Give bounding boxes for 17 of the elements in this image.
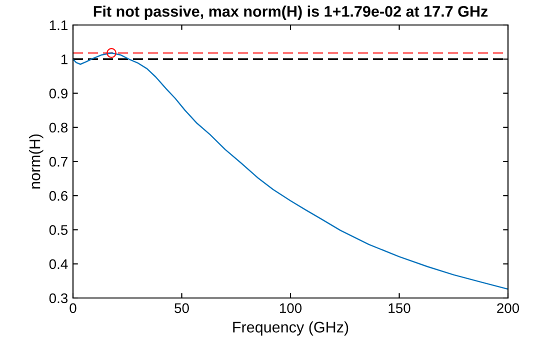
x-tick-label: 200 xyxy=(497,303,520,314)
y-tick-label: 1.1 xyxy=(50,20,68,30)
x-tick-label: 0 xyxy=(70,303,76,314)
y-tick-label: 1 xyxy=(61,54,68,64)
x-tick-label: 100 xyxy=(280,303,302,314)
x-tick-label: 50 xyxy=(174,303,189,314)
y-tick-label: 0.4 xyxy=(49,259,68,270)
y-tick-label: 0.6 xyxy=(49,190,68,201)
y-tick-label: 0.7 xyxy=(49,156,68,167)
y-axis-title: norm(H) xyxy=(29,134,44,188)
y-tick-label: 0.5 xyxy=(49,225,68,235)
x-axis-title: Frequency (GHz) xyxy=(233,321,348,336)
y-tick-label: 0.9 xyxy=(49,88,68,98)
chart-title: Fit not passive, max norm(H) is 1+1.79e-02 at 17.7 GHz xyxy=(94,6,488,20)
y-tick-label: 0.3 xyxy=(49,293,68,304)
y-tick-label: 0.8 xyxy=(49,122,68,133)
x-tick-label: 150 xyxy=(388,303,410,314)
